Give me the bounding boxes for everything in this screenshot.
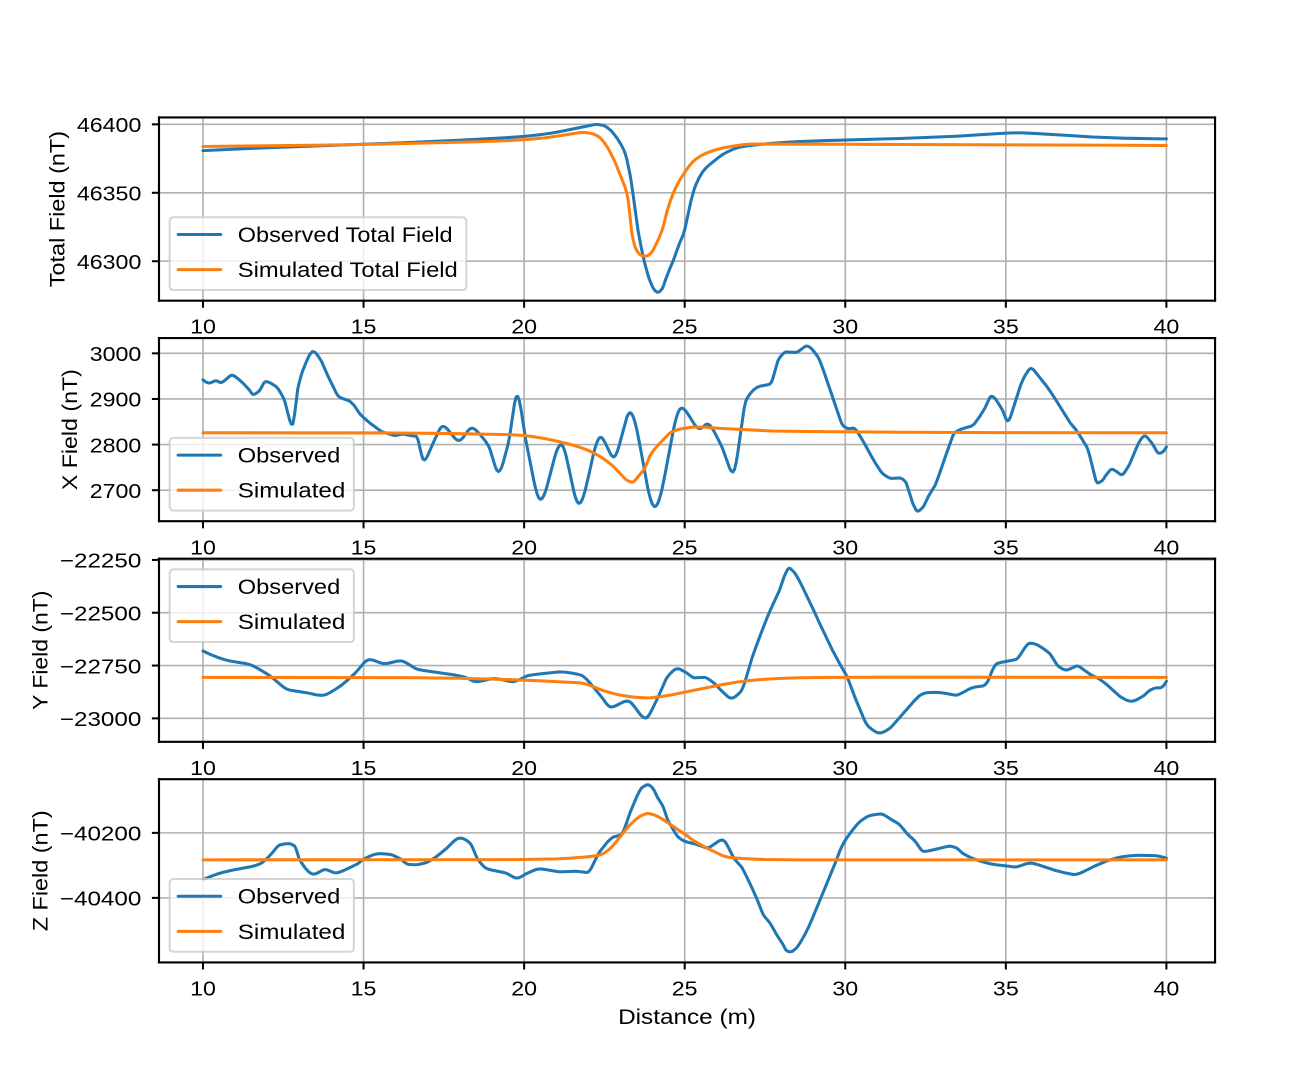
svg-text:3000: 3000: [90, 344, 142, 366]
svg-text:20: 20: [511, 758, 537, 780]
svg-text:−22750: −22750: [60, 656, 142, 678]
svg-text:20: 20: [511, 317, 537, 339]
svg-text:25: 25: [672, 978, 698, 1000]
svg-text:−40200: −40200: [60, 824, 142, 846]
svg-text:−22500: −22500: [60, 603, 142, 625]
svg-text:10: 10: [190, 537, 216, 559]
svg-text:Simulated: Simulated: [238, 610, 346, 634]
svg-text:10: 10: [190, 317, 216, 339]
svg-text:2700: 2700: [90, 481, 142, 503]
svg-text:Observed: Observed: [238, 444, 340, 468]
svg-text:46300: 46300: [77, 252, 142, 274]
svg-text:25: 25: [672, 758, 698, 780]
svg-text:−23000: −23000: [60, 709, 142, 731]
svg-text:15: 15: [351, 317, 377, 339]
svg-text:30: 30: [832, 537, 858, 559]
svg-text:Simulated: Simulated: [238, 920, 346, 944]
svg-text:10: 10: [190, 758, 216, 780]
svg-text:30: 30: [832, 317, 858, 339]
svg-text:−40400: −40400: [60, 889, 142, 911]
svg-text:2800: 2800: [90, 435, 142, 457]
svg-text:Observed: Observed: [238, 885, 340, 909]
svg-text:Distance (m): Distance (m): [618, 1005, 756, 1029]
svg-text:Simulated Total Field: Simulated Total Field: [238, 258, 458, 282]
svg-text:Total Field (nT): Total Field (nT): [45, 131, 69, 287]
svg-text:40: 40: [1154, 978, 1180, 1000]
svg-text:15: 15: [351, 537, 377, 559]
svg-text:40: 40: [1154, 758, 1180, 780]
svg-text:Simulated: Simulated: [238, 479, 346, 503]
svg-text:15: 15: [351, 758, 377, 780]
svg-text:15: 15: [351, 978, 377, 1000]
svg-text:20: 20: [511, 537, 537, 559]
svg-text:40: 40: [1154, 317, 1180, 339]
svg-text:Observed Total Field: Observed Total Field: [238, 223, 453, 247]
svg-text:Z Field (nT): Z Field (nT): [28, 810, 52, 931]
svg-text:10: 10: [190, 978, 216, 1000]
svg-text:X Field (nT): X Field (nT): [58, 369, 82, 490]
svg-text:Observed: Observed: [238, 575, 340, 599]
svg-text:25: 25: [672, 317, 698, 339]
svg-text:25: 25: [672, 537, 698, 559]
svg-text:35: 35: [993, 758, 1019, 780]
svg-text:2900: 2900: [90, 390, 142, 412]
svg-text:35: 35: [993, 317, 1019, 339]
svg-text:−22250: −22250: [60, 551, 142, 573]
svg-text:35: 35: [993, 537, 1019, 559]
svg-text:46350: 46350: [77, 183, 142, 205]
svg-text:30: 30: [832, 978, 858, 1000]
svg-text:46400: 46400: [77, 115, 142, 137]
svg-text:40: 40: [1154, 537, 1180, 559]
svg-text:20: 20: [511, 978, 537, 1000]
svg-text:35: 35: [993, 978, 1019, 1000]
svg-text:Y Field (nT): Y Field (nT): [28, 591, 52, 710]
svg-text:30: 30: [832, 758, 858, 780]
